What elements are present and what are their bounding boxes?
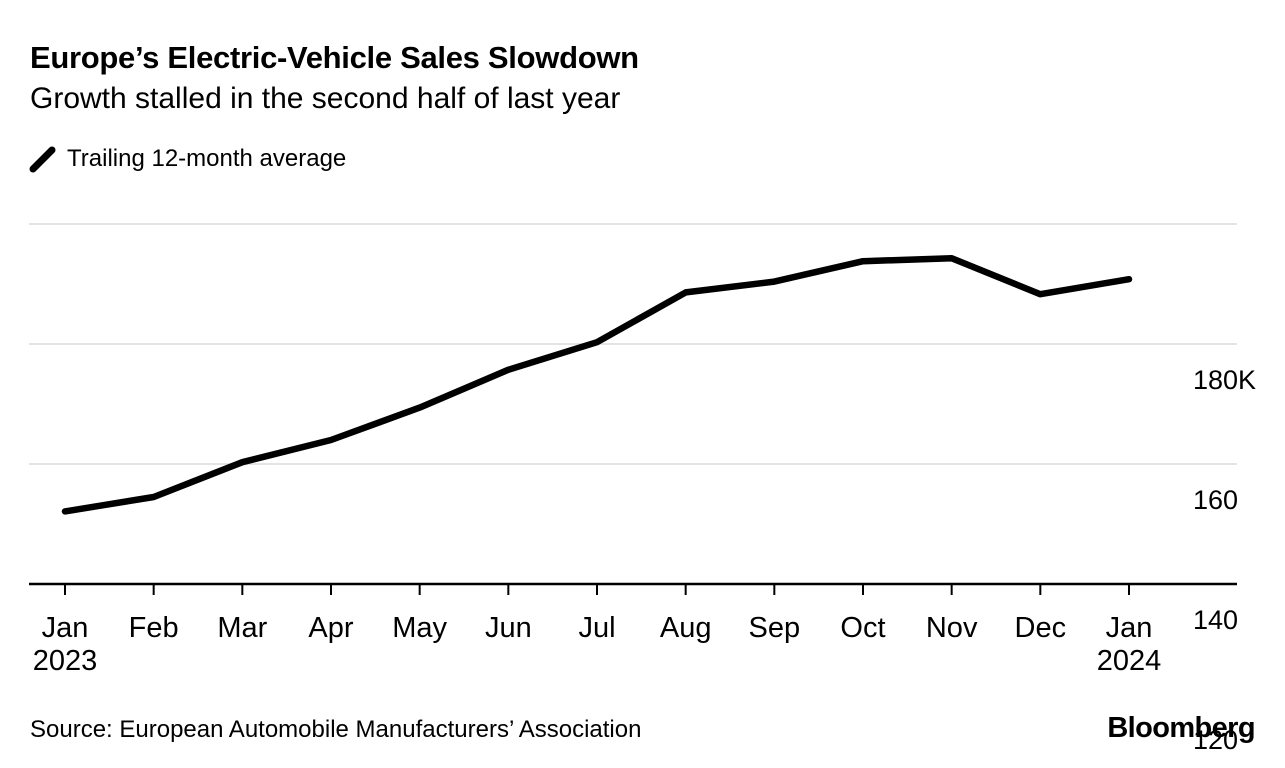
x-axis-tick-label: Jan 2024 — [1096, 612, 1162, 677]
bloomberg-logo: Bloomberg — [1107, 712, 1255, 744]
x-axis-tick-label: Dec — [1014, 612, 1067, 644]
source-note: Source: European Automobile Manufacturer… — [30, 716, 642, 743]
chart-legend: Trailing 12-month average — [29, 145, 346, 173]
x-axis-tick-label: Apr — [308, 612, 354, 644]
line-series-swatch-icon — [29, 146, 56, 172]
x-axis-tick-label: Sep — [748, 612, 801, 644]
x-axis-tick-label: Feb — [128, 612, 179, 644]
x-axis-tick-label: May — [392, 612, 448, 644]
line-chart — [29, 223, 1237, 595]
x-axis-tick-label: Nov — [925, 612, 978, 644]
y-axis-tick-label: 120 — [1193, 725, 1239, 755]
x-axis-tick-label: Jul — [578, 612, 616, 644]
chart-subtitle: Growth stalled in the second half of las… — [30, 82, 621, 115]
x-axis-tick-label: Jan 2023 — [32, 612, 98, 677]
y-axis-tick-label: 140 — [1193, 605, 1239, 635]
trend-line — [61, 254, 1133, 515]
y-axis-tick-label: 160 — [1193, 485, 1239, 515]
x-axis-tick-label: Mar — [217, 612, 268, 644]
x-axis-tick-label: Aug — [659, 612, 712, 644]
plot-area: 120 140 160 180K — [0, 180, 1285, 754]
x-axis-tick-label: Oct — [840, 612, 886, 644]
legend-label: Trailing 12-month average — [67, 145, 347, 172]
x-axis-tick-label: Jun — [484, 612, 532, 644]
chart-title: Europe’s Electric-Vehicle Sales Slowdown — [30, 40, 639, 75]
y-axis-tick-label: 180K — [1193, 365, 1257, 395]
